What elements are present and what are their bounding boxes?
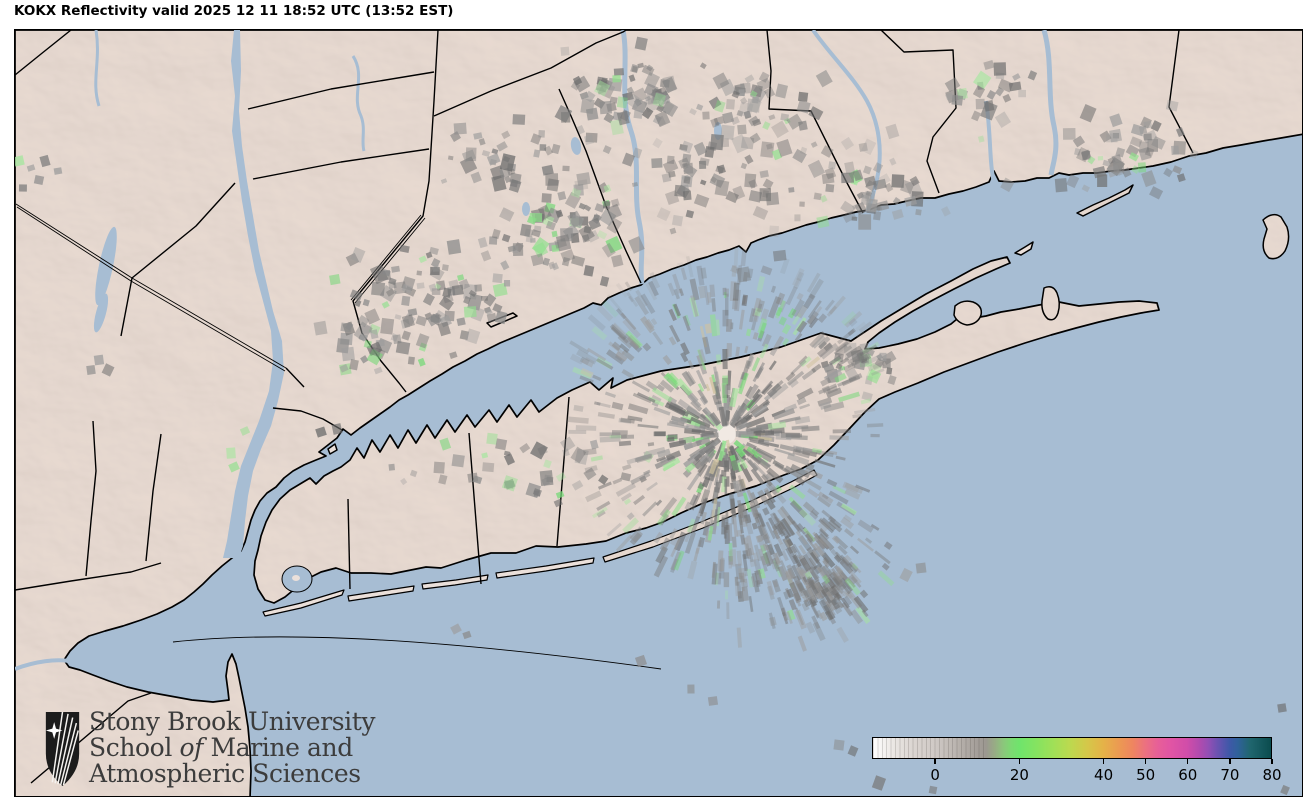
housatonic-river <box>620 30 645 285</box>
colorbar-tick-label: 20 <box>1009 766 1029 784</box>
sbu-shield-icon <box>45 711 80 786</box>
lakes <box>93 122 722 333</box>
figure-title: KOKX Reflectivity valid 2025 12 11 18:52… <box>14 3 454 19</box>
colorbar-bin-stripes <box>873 738 985 758</box>
colorbar-tick <box>1102 759 1105 764</box>
sbu-logo: Stony Brook University School of Marine … <box>44 707 376 789</box>
channel-line <box>172 636 662 670</box>
reflectivity-echo-layer <box>15 36 1290 796</box>
hudson-river <box>223 30 284 558</box>
sbu-logo-text: Stony Brook University School of Marine … <box>89 707 376 788</box>
colorbar-tick <box>1144 759 1147 764</box>
logo-line-1: Stony Brook University <box>89 707 376 736</box>
logo-line-2: School of Marine and <box>89 733 353 762</box>
colorbar-tick <box>1187 759 1189 764</box>
radar-map-canvas: 0 20 40 50 60 70 80 Stony Brook University Sch… <box>14 29 1303 797</box>
stream <box>94 30 101 107</box>
rivers-layer <box>15 30 1059 671</box>
colorbar-tick <box>1271 759 1273 764</box>
jamaica-bay-islet <box>292 575 300 581</box>
colorbar-tick <box>1018 759 1021 764</box>
colorbar: 0 20 40 50 60 70 80 <box>872 737 1282 784</box>
colorbar-tick-label: 40 <box>1094 766 1114 784</box>
quinnipiac-river <box>811 30 882 214</box>
colorbar-gradient <box>872 737 1272 759</box>
stream <box>351 55 366 152</box>
logo-line-3: Atmospheric Sciences <box>89 759 361 788</box>
raritan-river <box>15 658 70 671</box>
colorbar-tick-label: 0 <box>930 766 940 784</box>
colorbar-tick-label: 70 <box>1220 766 1240 784</box>
colorbar-tick <box>934 759 936 764</box>
colorbar-tick <box>1229 759 1231 764</box>
colorbar-tick-label: 80 <box>1262 766 1282 784</box>
basemap-svg <box>15 30 1302 796</box>
borders-layer <box>15 30 1194 784</box>
colorbar-tick-label: 60 <box>1178 766 1198 784</box>
colorbar-tick-label: 50 <box>1136 766 1156 784</box>
connecticut-river <box>1041 30 1059 176</box>
